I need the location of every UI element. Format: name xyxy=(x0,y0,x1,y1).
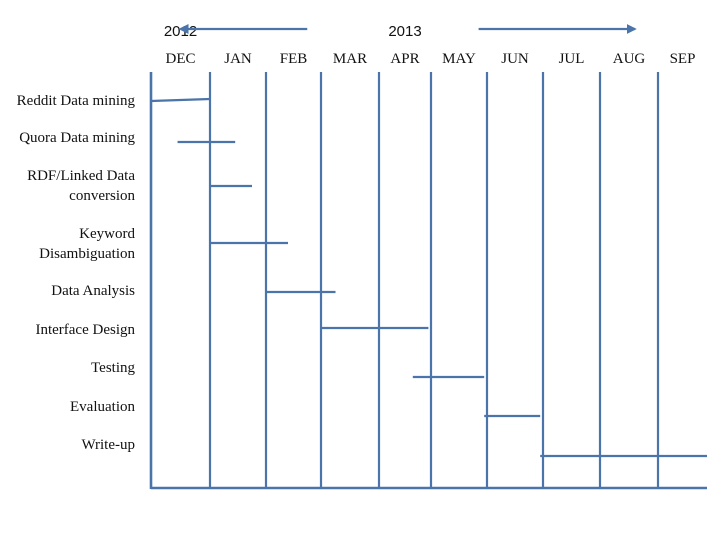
task-labels: Reddit Data mining Quora Data mining RDF/L… xyxy=(17,93,136,453)
month-label: JAN xyxy=(224,51,252,67)
task-label: Disambiguation xyxy=(39,246,135,262)
month-gridlines xyxy=(208,72,660,488)
task-label: Write-up xyxy=(81,437,135,453)
task-label: Keyword xyxy=(79,226,135,242)
task-bars xyxy=(150,97,707,458)
year-label: 2012 xyxy=(164,23,197,40)
month-label: SEP xyxy=(670,51,696,67)
year-label: 2013 xyxy=(388,23,421,40)
task-label: Quora Data mining xyxy=(19,130,135,146)
task-label: Evaluation xyxy=(70,399,135,415)
month-label: JUL xyxy=(559,51,585,67)
month-label: MAY xyxy=(442,51,476,67)
task-label: Testing xyxy=(91,360,135,376)
task-label: RDF/Linked Data xyxy=(27,168,135,184)
month-label: DEC xyxy=(166,51,196,67)
year-headers: 2012 2013 xyxy=(164,23,637,40)
month-label: APR xyxy=(390,51,419,67)
month-label: JUN xyxy=(501,51,529,67)
task-bar xyxy=(150,97,211,103)
month-label: FEB xyxy=(280,51,308,67)
month-label: AUG xyxy=(613,51,646,67)
task-label: Data Analysis xyxy=(51,283,135,299)
task-label: Reddit Data mining xyxy=(17,93,136,109)
month-label: MAR xyxy=(333,51,367,67)
month-labels: DEC JAN FEB MAR APR MAY JUN JUL AUG SEP xyxy=(166,51,696,67)
task-label: conversion xyxy=(69,188,135,204)
task-label: Interface Design xyxy=(35,322,135,338)
axes xyxy=(149,72,707,490)
